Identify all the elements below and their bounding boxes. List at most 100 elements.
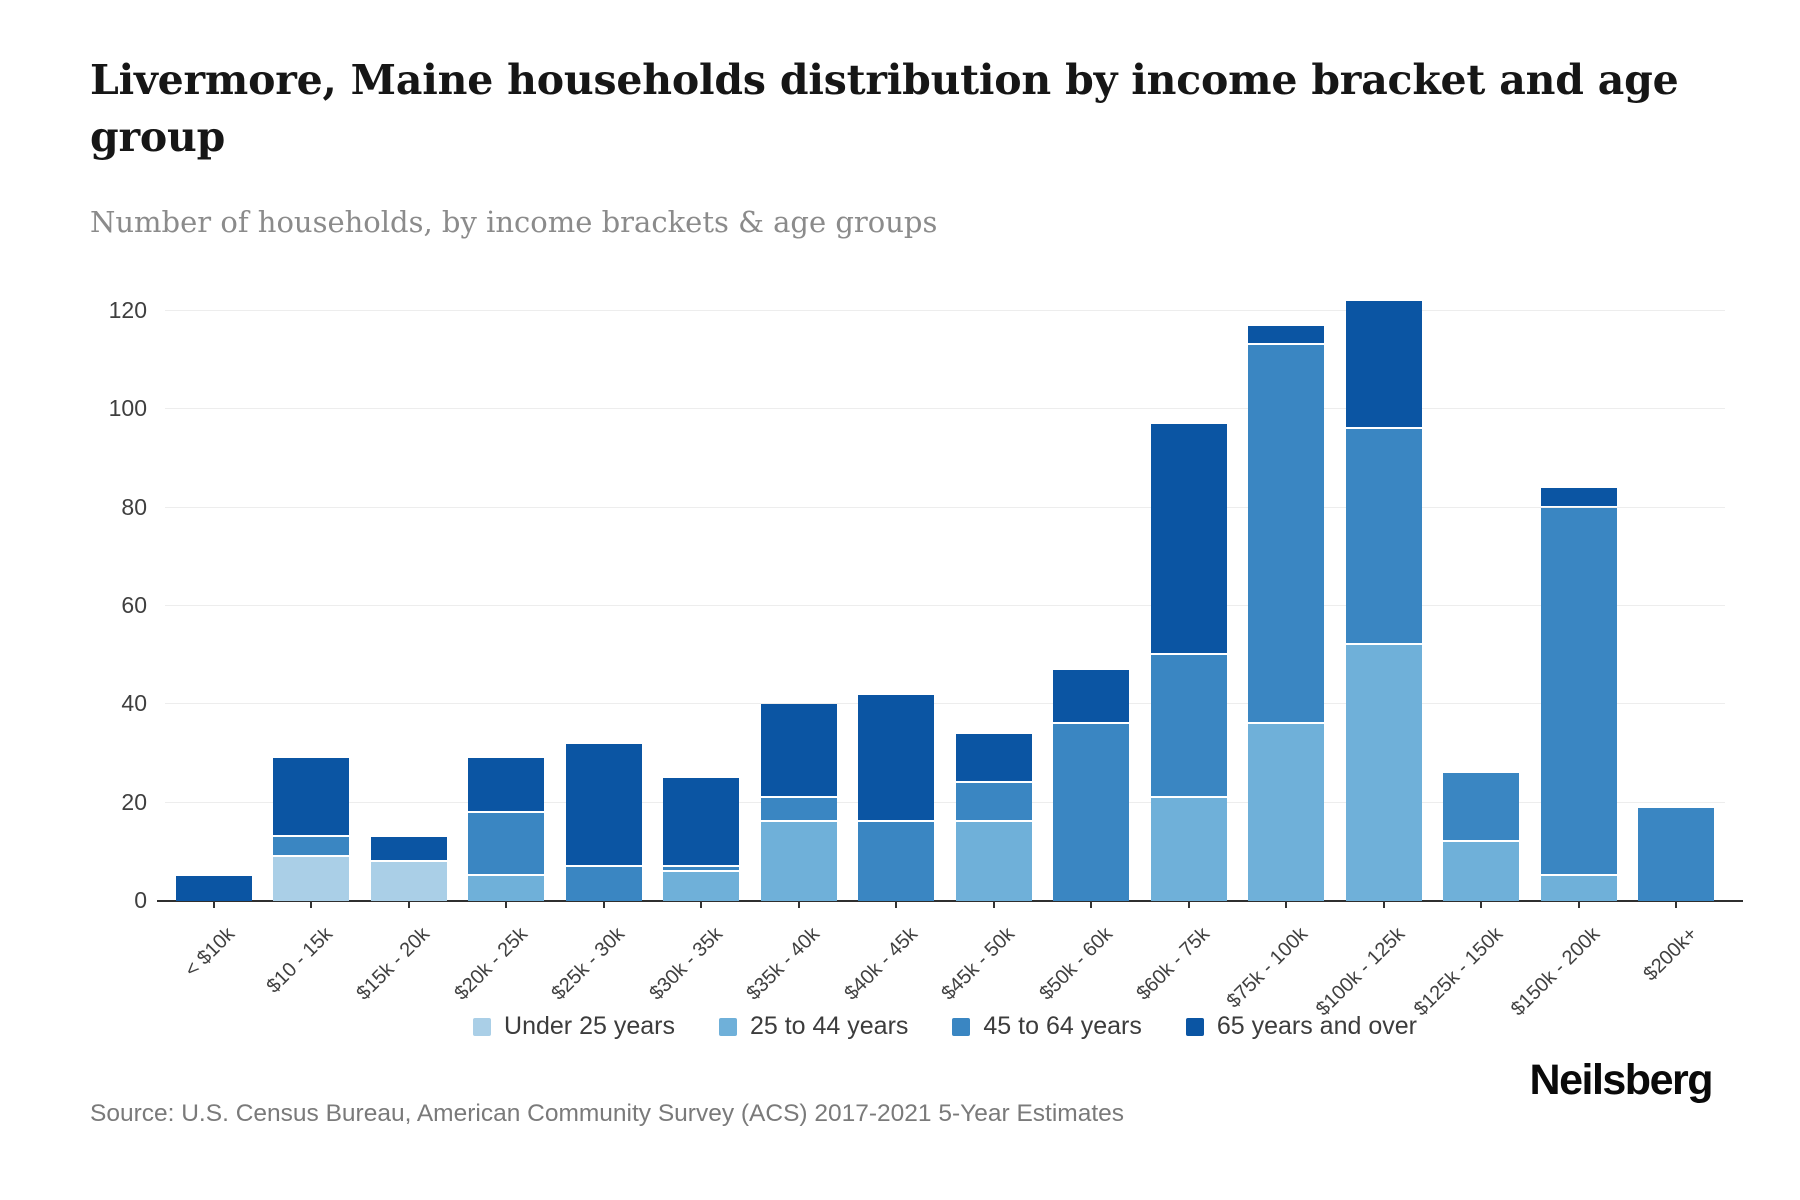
legend-item-25-to-44-years[interactable]: 25 to 44 years — [718, 1012, 909, 1041]
legend-item-65-years-and-over[interactable]: 65 years and over — [1185, 1012, 1417, 1041]
bar-100k-125k — [1345, 301, 1422, 901]
bar-segment[interactable] — [663, 866, 740, 870]
bar-75k-100k — [1248, 311, 1325, 901]
bar-segment[interactable] — [1345, 301, 1422, 427]
bar-50k-60k — [1053, 311, 1130, 901]
x-axis-tick — [1382, 901, 1385, 908]
x-axis-tick — [1577, 901, 1580, 908]
legend-item-45-to-64-years[interactable]: 45 to 64 years — [952, 1012, 1142, 1041]
bar-segment[interactable] — [858, 694, 935, 821]
bar-segment[interactable] — [175, 876, 252, 901]
x-axis-label: $100k - 125k — [1311, 923, 1410, 1021]
x-axis-label: $60k - 75k — [1132, 923, 1215, 1005]
bar-segment[interactable] — [1150, 655, 1227, 796]
brand-logo: Neilsberg — [1529, 1056, 1714, 1104]
x-axis-label: $150k - 200k — [1506, 923, 1605, 1021]
gridline-40 — [165, 703, 1725, 705]
x-axis-tick — [895, 901, 898, 908]
x-axis-tick — [407, 901, 410, 908]
gridline-20 — [165, 801, 1725, 803]
bar-segment[interactable] — [955, 783, 1032, 821]
bar-segment[interactable] — [1638, 807, 1715, 901]
x-axis-label: $10 - 15k — [262, 923, 337, 998]
y-axis-tick-label: 80 — [121, 493, 147, 520]
bar-segment[interactable] — [858, 822, 935, 901]
bar-segment[interactable] — [1053, 669, 1130, 722]
bar-segment[interactable] — [760, 822, 837, 901]
bar-segment[interactable] — [663, 778, 740, 865]
x-axis-tick — [1480, 901, 1483, 908]
x-axis-label: $75k - 100k — [1222, 923, 1312, 1013]
bar-segment[interactable] — [565, 743, 642, 865]
bar-segment[interactable] — [1540, 507, 1617, 875]
y-axis-tick-label: 20 — [121, 788, 147, 815]
x-axis-tick — [1187, 901, 1190, 908]
source-note: Source: U.S. Census Bureau, American Com… — [90, 1100, 1125, 1127]
bar-segment[interactable] — [1248, 325, 1325, 344]
x-axis-label: $35k - 40k — [742, 923, 825, 1005]
y-axis-tick-label: 120 — [108, 297, 147, 323]
bar-10-15k — [273, 311, 350, 901]
bar-40k-45k — [858, 311, 935, 901]
bar-10k — [175, 311, 252, 901]
x-axis-tick — [505, 901, 508, 908]
legend-swatch-icon — [718, 1017, 737, 1036]
bar-15k-20k — [370, 311, 447, 901]
x-axis-label: $200k+ — [1639, 923, 1702, 986]
x-axis-tick — [700, 901, 703, 908]
bar-35k-40k — [760, 311, 837, 901]
bar-segment[interactable] — [1248, 724, 1325, 901]
legend-swatch-icon — [1185, 1017, 1204, 1036]
x-axis-label: $20k - 25k — [450, 923, 532, 1005]
legend-label: 65 years and over — [1216, 1012, 1417, 1040]
bar-segment[interactable] — [663, 871, 740, 901]
legend-label: 45 to 64 years — [983, 1012, 1142, 1040]
bar-segment[interactable] — [370, 861, 447, 901]
bar-segment[interactable] — [565, 866, 642, 901]
bar-segment[interactable] — [468, 812, 545, 875]
gridline-60 — [165, 605, 1725, 606]
bar-segment[interactable] — [273, 837, 350, 855]
bar-segment[interactable] — [1150, 424, 1227, 654]
x-axis-label: < $10k — [180, 923, 240, 982]
y-axis-tick-label: 0 — [134, 887, 147, 913]
bar-20k-25k — [468, 311, 545, 901]
bar-segment[interactable] — [273, 758, 350, 836]
bar-segment[interactable] — [760, 704, 837, 796]
legend-label: 25 to 44 years — [749, 1012, 909, 1040]
bar-segment[interactable] — [1540, 876, 1617, 901]
bar-segment[interactable] — [760, 797, 837, 821]
y-axis-tick-label: 60 — [121, 592, 147, 618]
bar-segment[interactable] — [1443, 842, 1520, 901]
bar-segment[interactable] — [1345, 429, 1422, 644]
bar-segment[interactable] — [468, 876, 545, 901]
x-axis-label: $125k - 150k — [1409, 923, 1507, 1021]
bar-segment[interactable] — [1150, 797, 1227, 901]
x-axis-label: $15k - 20k — [352, 923, 435, 1005]
bar-segment[interactable] — [1345, 645, 1422, 901]
bar-segment[interactable] — [955, 822, 1032, 901]
gridline-80 — [165, 506, 1725, 508]
x-axis-label: $50k - 60k — [1035, 923, 1117, 1005]
x-axis-label: $30k - 35k — [645, 923, 727, 1005]
bar-segment[interactable] — [468, 758, 545, 811]
x-axis-tick — [310, 901, 313, 908]
x-axis-tick — [797, 901, 800, 908]
legend-item-under-25-years[interactable]: Under 25 years — [473, 1012, 675, 1041]
bar-150k-200k — [1540, 311, 1617, 901]
bar-segment[interactable] — [1053, 724, 1130, 901]
bar-segment[interactable] — [370, 837, 447, 860]
bar-segment[interactable] — [273, 856, 350, 901]
bar-segment[interactable] — [1248, 345, 1325, 722]
x-axis-tick — [1090, 901, 1093, 908]
bar-segment[interactable] — [1443, 773, 1520, 840]
bar-45k-50k — [955, 311, 1032, 901]
bar-segment[interactable] — [1540, 488, 1617, 506]
chart-legend: Under 25 years 25 to 44 years 45 to 64 yea… — [165, 1012, 1725, 1041]
bar-segment[interactable] — [955, 733, 1032, 781]
y-axis-tick-label: 100 — [108, 395, 147, 422]
bar-200k — [1638, 311, 1715, 901]
legend-label: Under 25 years — [504, 1012, 675, 1040]
x-axis-label: $25k - 30k — [547, 923, 630, 1005]
